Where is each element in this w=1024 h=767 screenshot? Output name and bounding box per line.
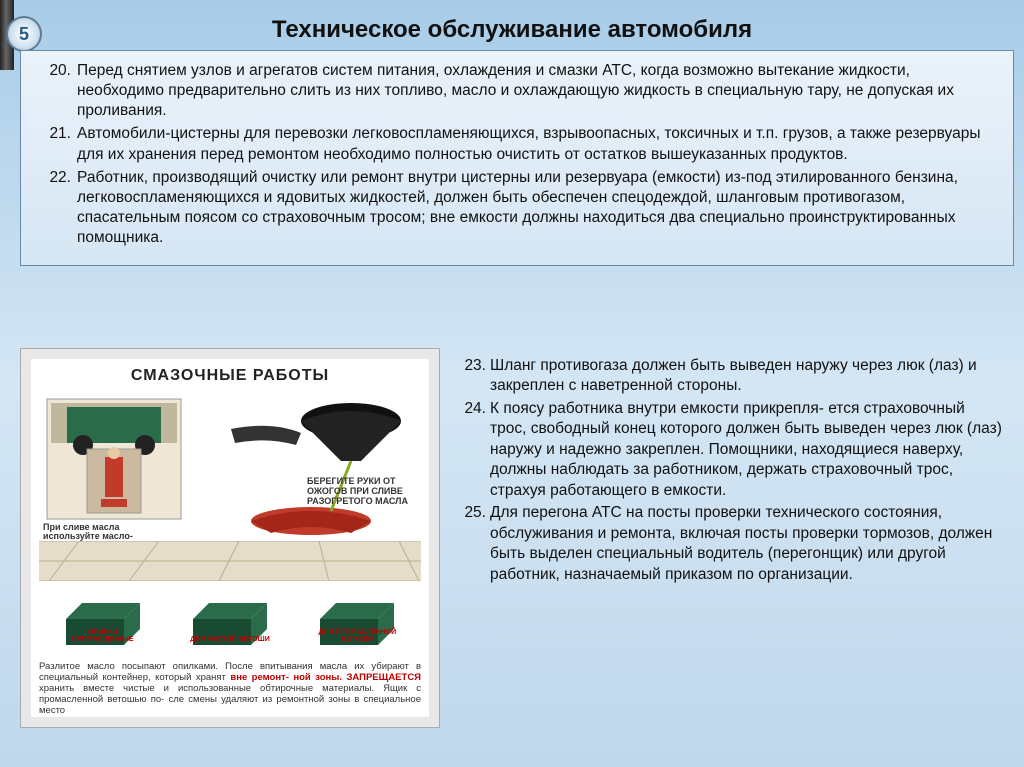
floor-grid-icon <box>39 541 421 581</box>
item-text: Работник, производящий очистку или ремон… <box>77 168 991 249</box>
crate: ОПИЛКИ ПРОМАСЛЕННЫЕ <box>62 595 144 649</box>
item-number: 23. <box>460 356 490 397</box>
item-number: 25. <box>460 503 490 585</box>
poster-footer-post: хранить вместе чистые и использованные о… <box>39 683 421 716</box>
item-text: Автомобили-цистерны для перевозки легков… <box>77 124 991 164</box>
crate-label: ДЛЯ ЧИСТОЙ ВЕТОШИ <box>189 636 271 643</box>
item-text: Шланг противогаза должен быть выведен на… <box>490 356 1004 397</box>
funnel-scene-icon <box>201 391 421 541</box>
safety-poster: СМАЗОЧНЫЕ РАБОТЫ При сливе масла использ… <box>20 348 440 728</box>
poster-footer: Разлитое масло посыпают опилками. После … <box>39 662 421 717</box>
poster-warning: БЕРЕГИТЕ РУКИ ОТ ОЖОГОВ ПРИ СЛИВЕ РАЗОГР… <box>307 477 417 507</box>
crate: ДЛЯ ПРОМАСЛЕННОЙ ВЕТОШИ <box>316 595 398 649</box>
item-text: Для перегона АТС на посты проверки техни… <box>490 503 1004 585</box>
pit-scene-icon <box>39 391 189 541</box>
crate-label: ДЛЯ ПРОМАСЛЕННОЙ ВЕТОШИ <box>316 629 398 643</box>
poster-illustration: При сливе масла используйте масло- прием… <box>39 391 421 717</box>
crate-row: ОПИЛКИ ПРОМАСЛЕННЫЕ ДЛЯ ЧИСТОЙ ВЕТОШИ ДЛ… <box>39 585 421 649</box>
top-text-panel: 20.Перед снятием узлов и агрегатов систе… <box>20 50 1014 266</box>
crate: ДЛЯ ЧИСТОЙ ВЕТОШИ <box>189 595 271 649</box>
crate-label: ОПИЛКИ ПРОМАСЛЕННЫЕ <box>62 629 144 643</box>
slide-title: Техническое обслуживание автомобиля <box>0 16 1024 44</box>
poster-footer-red: вне ремонт- ной зоны. ЗАПРЕЩАЕТСЯ <box>230 672 421 683</box>
lower-region: СМАЗОЧНЫЕ РАБОТЫ При сливе масла использ… <box>20 348 1014 757</box>
item-number: 21. <box>43 124 77 164</box>
item-number: 20. <box>43 61 77 121</box>
item-text: Перед снятием узлов и агрегатов систем п… <box>77 61 991 121</box>
poster-title: СМАЗОЧНЫЕ РАБОТЫ <box>39 367 421 385</box>
item-number: 24. <box>460 399 490 501</box>
item-number: 22. <box>43 168 77 249</box>
item-text: К поясу работника внутри емкости прикреп… <box>490 399 1004 501</box>
right-text-panel: 23.Шланг противогаза должен быть выведен… <box>460 348 1014 757</box>
